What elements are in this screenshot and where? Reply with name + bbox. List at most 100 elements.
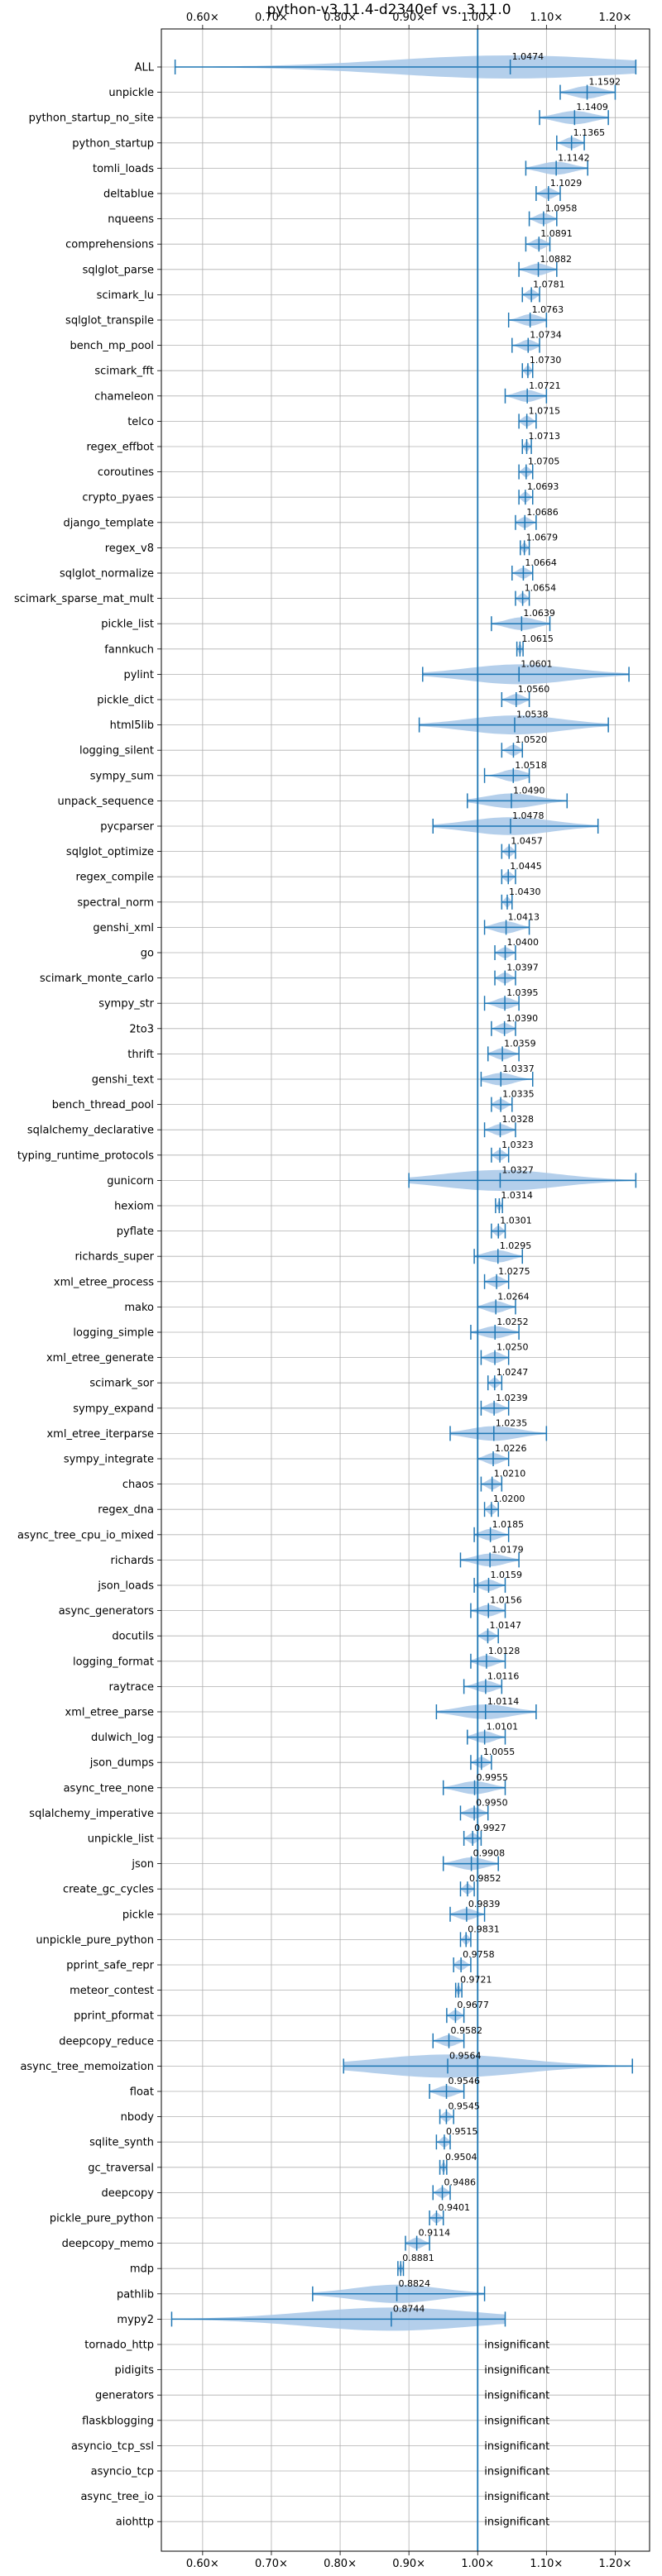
category-label: sympy_integrate xyxy=(64,1454,154,1466)
value-label: 1.0520 xyxy=(515,734,547,745)
category-label: pickle_dict xyxy=(97,695,154,707)
value-label: 0.9677 xyxy=(457,2000,489,2010)
category-label: scimark_sor xyxy=(89,1378,154,1390)
value-label: 1.0200 xyxy=(493,1494,525,1504)
value-label: 1.0474 xyxy=(512,51,544,62)
category-label: 2to3 xyxy=(129,1023,154,1035)
x-tick-label-bottom: 0.90× xyxy=(392,2558,425,2570)
value-label: 1.0323 xyxy=(501,1140,534,1150)
category-label: chameleon xyxy=(94,390,154,403)
category-label: unpickle_pure_python xyxy=(36,1934,154,1947)
category-label: xml_etree_parse xyxy=(65,1707,154,1719)
category-label: ALL xyxy=(135,62,155,74)
category-label: raytrace xyxy=(108,1681,154,1694)
value-label: 1.0734 xyxy=(530,330,562,341)
category-label: deltablue xyxy=(103,189,154,201)
category-label: json xyxy=(131,1858,154,1871)
category-label: sqlglot_transpile xyxy=(65,315,154,327)
category-label: pickle_pure_python xyxy=(50,2213,154,2225)
value-label: 0.9546 xyxy=(449,2076,481,2086)
category-label: gc_traversal xyxy=(88,2162,154,2174)
value-label: 1.1142 xyxy=(558,152,590,163)
category-label: deepcopy xyxy=(101,2187,154,2200)
violins xyxy=(171,55,636,2331)
value-label: 0.9504 xyxy=(445,2152,477,2163)
category-label: sqlglot_optimize xyxy=(66,846,154,858)
insignificant-label: insignificant xyxy=(484,2516,549,2529)
category-label: bench_thread_pool xyxy=(52,1099,154,1111)
category-label: regex_compile xyxy=(75,872,154,884)
value-label: 1.0247 xyxy=(496,1367,529,1378)
value-label: 1.0518 xyxy=(515,760,547,771)
category-label: async_tree_none xyxy=(64,1782,154,1795)
category-label: pprint_safe_repr xyxy=(66,1960,154,1972)
value-label: 1.0185 xyxy=(492,1519,525,1530)
category-label: generators xyxy=(95,2390,154,2402)
category-label: aiohttp xyxy=(116,2516,154,2529)
category-label: crypto_pyaes xyxy=(82,492,154,504)
value-label: 0.9852 xyxy=(469,1873,501,1884)
value-label: 1.0615 xyxy=(521,633,554,644)
value-label: 1.0400 xyxy=(506,937,539,948)
value-label: 1.0397 xyxy=(506,963,539,973)
category-label: chaos xyxy=(122,1479,154,1491)
insignificant-label: insignificant xyxy=(484,2364,549,2377)
value-label: 1.0560 xyxy=(518,684,550,695)
category-label: unpickle xyxy=(108,87,154,99)
category-label: logging_simple xyxy=(73,1327,154,1340)
x-tick-label-top: 0.90× xyxy=(392,12,425,24)
value-label: 1.0639 xyxy=(523,608,555,619)
category-label: spectral_norm xyxy=(77,896,154,909)
x-tick-label-bottom: 1.10× xyxy=(530,2558,563,2570)
category-label: pathlib xyxy=(117,2288,154,2301)
category-label: logging_format xyxy=(73,1656,154,1668)
value-label: 1.0654 xyxy=(525,583,557,594)
value-label: 1.0156 xyxy=(490,1595,522,1606)
value-label: 1.0730 xyxy=(530,355,562,366)
category-label: unpack_sequence xyxy=(57,796,154,808)
category-label: richards_super xyxy=(74,1251,154,1264)
category-label: telco xyxy=(127,416,154,428)
category-label: dulwich_log xyxy=(91,1732,154,1744)
y-axis-categories: ALL unpickle python_startup_no_site python_… xyxy=(14,62,161,2529)
value-label: 1.0721 xyxy=(529,380,561,391)
category-label: flaskblogging xyxy=(82,2415,154,2427)
value-label: 1.0252 xyxy=(496,1317,529,1327)
value-label: 1.0239 xyxy=(496,1393,528,1403)
value-label: 0.9839 xyxy=(468,1899,501,1909)
value-label: 1.0250 xyxy=(496,1342,529,1353)
value-label: 1.0395 xyxy=(506,987,539,998)
category-label: unpickle_list xyxy=(88,1833,154,1846)
error-bars xyxy=(170,29,637,2551)
insignificant-label: insignificant xyxy=(484,2390,549,2402)
value-label: 1.1409 xyxy=(576,102,608,112)
x-tick-label-top: 0.80× xyxy=(324,12,357,24)
category-label: json_loads xyxy=(97,1580,154,1593)
value-label: 1.0430 xyxy=(509,887,541,897)
category-label: mdp xyxy=(130,2263,154,2276)
category-label: pprint_pformat xyxy=(74,2010,154,2023)
category-label: sqlglot_parse xyxy=(83,264,154,276)
category-label: thrift xyxy=(127,1049,154,1061)
x-tick-label-top: 1.10× xyxy=(530,12,563,24)
value-label: 1.0891 xyxy=(540,228,573,239)
category-label: mypy2 xyxy=(117,2314,154,2326)
value-label: 1.0226 xyxy=(495,1443,527,1454)
category-label: genshi_text xyxy=(92,1074,154,1087)
value-labels: 1.0474 1.1592 1.1409 1.1365 1.1142 1.1029 1.09… xyxy=(393,51,621,2529)
category-label: comprehensions xyxy=(65,239,154,251)
category-label: create_gc_cycles xyxy=(63,1884,154,1896)
category-label: deepcopy_memo xyxy=(62,2238,154,2250)
value-label: 1.0715 xyxy=(529,405,561,416)
category-label: sqlalchemy_imperative xyxy=(29,1808,154,1820)
insignificant-label: insignificant xyxy=(484,2466,549,2478)
category-label: html5lib xyxy=(110,719,154,732)
value-label: 1.0101 xyxy=(487,1722,519,1732)
value-label: 1.0413 xyxy=(508,911,540,922)
category-label: go xyxy=(141,948,154,960)
value-label: 1.0882 xyxy=(540,254,573,265)
category-label: async_tree_io xyxy=(80,2491,154,2503)
value-label: 0.9114 xyxy=(419,2228,451,2239)
category-label: deepcopy_reduce xyxy=(59,2035,154,2048)
